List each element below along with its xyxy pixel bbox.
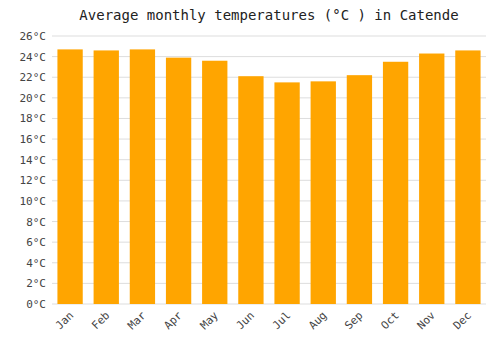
x-tick-label: Aug	[306, 309, 329, 332]
background	[0, 0, 500, 350]
x-tick-label: Feb	[89, 309, 112, 332]
grid	[52, 36, 486, 304]
bar	[347, 75, 372, 304]
bar	[202, 61, 227, 304]
chart: Average monthly temperatures (°C ) in Ca…	[0, 0, 500, 350]
bar	[130, 49, 155, 304]
bar	[455, 50, 480, 304]
x-tick-label: Oct	[378, 309, 401, 332]
x-tick-label: May	[198, 309, 222, 333]
y-tick-label: 24°C	[20, 51, 47, 64]
y-tick-label: 0°C	[26, 298, 46, 311]
bar	[57, 49, 82, 304]
y-tick-label: 14°C	[20, 154, 47, 167]
x-tick-label: Apr	[161, 309, 185, 333]
y-tick-label: 6°C	[26, 236, 46, 249]
y-tick-label: 16°C	[20, 133, 47, 146]
x-tick-label: Nov	[415, 309, 439, 333]
y-tick-label: 4°C	[26, 257, 46, 270]
y-tick-label: 26°C	[20, 30, 47, 43]
y-tick-label: 22°C	[20, 71, 47, 84]
title: Average monthly temperatures (°C ) in Ca…	[79, 7, 458, 23]
bar	[274, 82, 299, 304]
bar	[311, 81, 336, 304]
bar	[166, 58, 191, 304]
x-tick-label: Jun	[234, 309, 257, 332]
y-tick-label: 12°C	[20, 174, 47, 187]
y-axis: 0°C 2°C 4°C 6°C 8°C 10°C 12°C 14°C 16°C 18°C 20°C 2…	[20, 30, 47, 311]
bar	[383, 62, 408, 304]
bar	[94, 50, 119, 304]
x-tick-label: Jan	[53, 309, 76, 332]
bar	[238, 76, 263, 304]
x-axis: Jan Feb Mar Apr May Jun Jul Aug Sep Oct Nov Dec	[53, 309, 474, 333]
x-tick-label: Jul	[270, 309, 293, 332]
y-tick-label: 2°C	[26, 277, 46, 290]
y-tick-label: 18°C	[20, 112, 47, 125]
x-tick-label: Mar	[125, 309, 149, 333]
grid-line	[52, 36, 486, 37]
y-tick-label: 20°C	[20, 92, 47, 105]
x-tick-label: Dec	[451, 309, 474, 332]
y-tick-label: 8°C	[26, 216, 46, 229]
bar	[419, 54, 444, 304]
y-tick-label: 10°C	[20, 195, 47, 208]
bars	[57, 49, 480, 304]
x-tick-label: Sep	[342, 309, 365, 332]
